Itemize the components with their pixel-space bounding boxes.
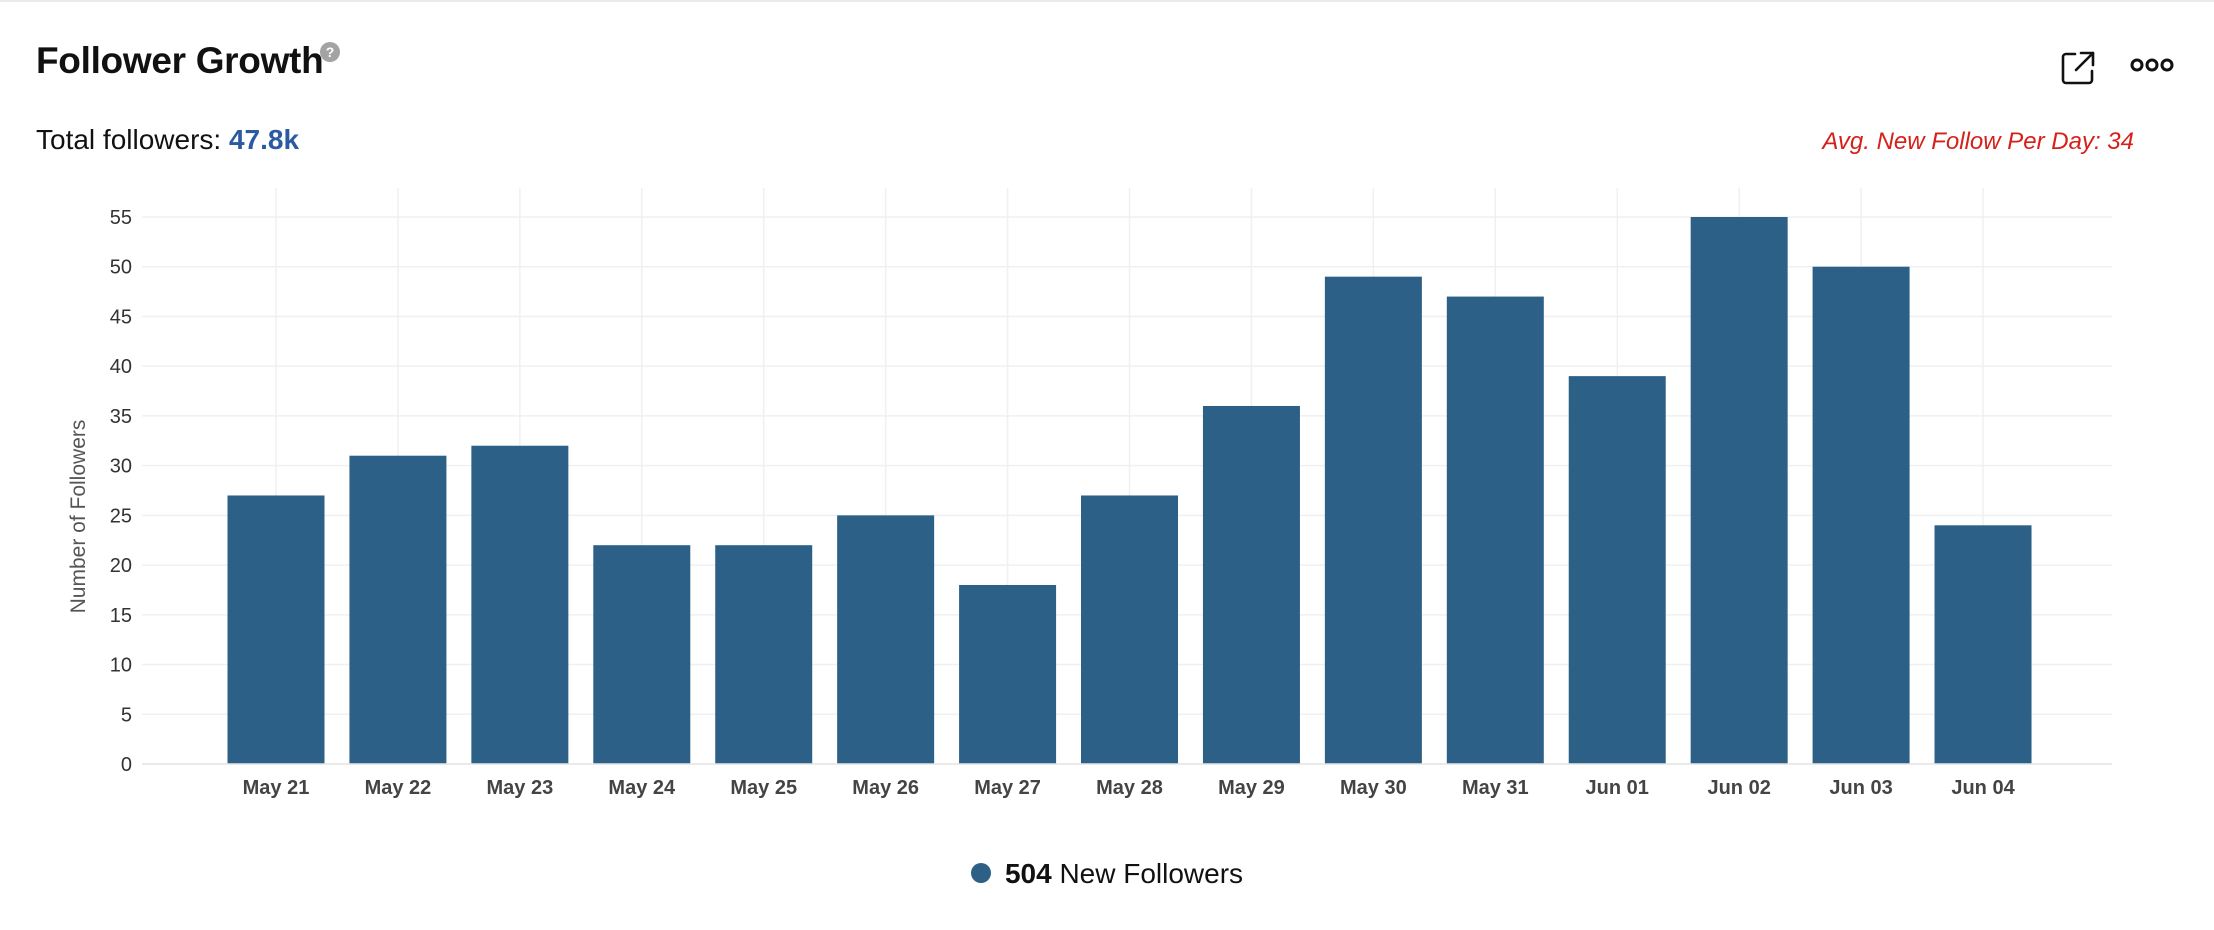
legend-label: New Followers xyxy=(1059,858,1244,889)
bar xyxy=(227,495,325,764)
y-tick-label: 30 xyxy=(110,456,132,478)
total-followers-label: Total followers: xyxy=(36,124,222,155)
bar xyxy=(1812,266,1910,764)
bar xyxy=(1324,276,1422,764)
y-axis-label: Number of Followers xyxy=(67,420,90,614)
y-tick-label: 45 xyxy=(110,306,132,328)
x-tick-label: Jun 01 xyxy=(1586,777,1649,799)
total-followers: Total followers: 47.8k xyxy=(36,124,299,156)
y-tick-label: 55 xyxy=(110,207,132,229)
bar xyxy=(1690,217,1788,764)
external-link-icon[interactable] xyxy=(2058,48,2098,88)
bar xyxy=(349,455,447,764)
x-tick-label: May 24 xyxy=(608,777,676,799)
x-tick-label: May 23 xyxy=(487,777,554,799)
y-tick-label: 20 xyxy=(110,555,132,577)
bar xyxy=(1081,495,1179,764)
x-tick-label: May 25 xyxy=(730,777,797,799)
bar xyxy=(593,545,691,764)
x-tick-label: May 30 xyxy=(1340,777,1407,799)
y-tick-label: 5 xyxy=(121,704,132,726)
x-tick-label: May 31 xyxy=(1462,777,1529,799)
x-tick-label: Jun 02 xyxy=(1707,777,1770,799)
y-tick-label: 10 xyxy=(110,655,132,677)
y-tick-label: 0 xyxy=(121,754,132,776)
total-followers-value: 47.8k xyxy=(228,124,300,155)
x-tick-label: May 21 xyxy=(243,777,310,799)
y-tick-label: 35 xyxy=(110,406,132,428)
card-title: Follower Growth xyxy=(36,40,324,81)
chart-legend[interactable]: 504 New Followers xyxy=(0,858,2214,890)
x-tick-label: May 26 xyxy=(852,777,919,799)
question-mark-icon[interactable]: ? xyxy=(320,42,340,62)
bar xyxy=(1568,376,1666,764)
bar xyxy=(1934,525,2032,764)
legend-count: 504 xyxy=(1004,858,1052,889)
bar xyxy=(715,545,813,764)
x-tick-label: May 28 xyxy=(1096,777,1163,799)
x-tick-label: May 22 xyxy=(365,777,432,799)
x-tick-label: Jun 03 xyxy=(1829,777,1892,799)
y-tick-label: 15 xyxy=(110,605,132,627)
bar xyxy=(959,584,1057,764)
y-tick-label: 25 xyxy=(110,505,132,527)
bar xyxy=(837,515,935,764)
x-tick-label: May 29 xyxy=(1218,777,1285,799)
bar xyxy=(471,445,569,764)
follower-bar-chart: 0 5 10 15 20 25 30 35 40 45 50 55 Number of Follower… xyxy=(67,188,2112,799)
y-tick-label: 40 xyxy=(110,356,132,378)
more-options-icon[interactable] xyxy=(2130,50,2174,80)
bar xyxy=(1446,296,1544,764)
bar xyxy=(1202,405,1300,764)
x-tick-label: May 27 xyxy=(974,777,1041,799)
avg-new-follow-per-day: Avg. New Follow Per Day: 34 xyxy=(1822,128,2134,155)
y-tick-label: 50 xyxy=(110,257,132,279)
x-tick-label: Jun 04 xyxy=(1951,777,2015,799)
legend-marker xyxy=(970,862,991,883)
